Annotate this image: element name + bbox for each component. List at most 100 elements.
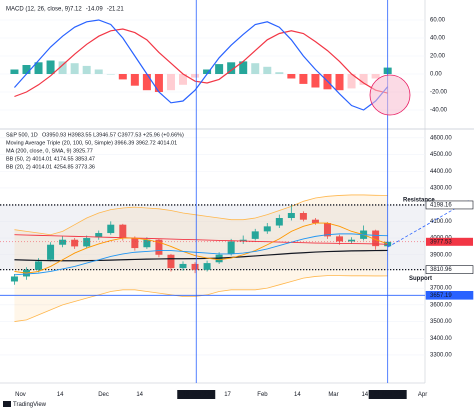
histogram-bar — [299, 74, 308, 84]
histogram-bar — [347, 74, 356, 89]
moving-average — [14, 249, 388, 262]
histogram-bar — [191, 74, 200, 78]
candle-body — [143, 239, 151, 248]
histogram-value: 7.12 — [70, 7, 82, 13]
x-tick-label: 14 — [57, 392, 64, 398]
candle-body — [251, 231, 259, 239]
x-tick-label: 16 Jan '23 — [182, 392, 210, 398]
x-tick-highlight — [177, 390, 216, 399]
histogram-bar — [70, 63, 79, 74]
candle-body — [35, 261, 43, 270]
moving-average — [14, 233, 388, 276]
candle-body — [239, 239, 247, 242]
level-name: Resistance — [403, 198, 435, 204]
candle-body — [71, 239, 79, 247]
legend-entry: BB (20, 2) 4014.01 4254.85 3773.36 — [6, 164, 95, 170]
candle-body — [348, 239, 356, 242]
histogram-bar — [359, 74, 368, 85]
candle-body — [336, 236, 344, 242]
histogram-bar — [166, 74, 175, 91]
y-tick-label: 3600.00 — [430, 302, 452, 308]
band-upper — [14, 194, 388, 236]
macd-line — [14, 19, 389, 111]
x-tick-label: 14 — [294, 392, 301, 398]
candle-body — [323, 223, 331, 237]
candle-body — [179, 263, 187, 269]
last-price-label: 3977.53 — [430, 239, 452, 245]
moving-average — [14, 222, 388, 274]
highlight-circle — [369, 74, 411, 116]
macd-value: -14.09 — [86, 7, 104, 13]
histogram-bar — [335, 74, 344, 91]
candle-body — [119, 224, 127, 239]
x-tick-label: 21 Mar '23 — [374, 392, 403, 398]
histogram-bar — [203, 69, 212, 74]
legend-entry: Moving Average Triple (20, 100, 50, Simp… — [6, 140, 177, 146]
last-price-tag — [426, 237, 473, 246]
y-tick-label: 3700.00 — [430, 286, 452, 292]
y-tick-label: 3900.00 — [430, 252, 452, 258]
y-tick-label: 3400.00 — [430, 336, 452, 342]
logo-icon — [3, 401, 11, 407]
histogram-bar — [263, 66, 272, 74]
legend-entry: MA (200, close, 0, SMA, 9) 3925.77 — [6, 148, 93, 154]
histogram-bar — [130, 74, 139, 86]
x-tick-label: 14 — [361, 392, 368, 398]
histogram-bar — [106, 74, 115, 75]
candle-body — [227, 241, 235, 254]
y-tick-label: 4300.00 — [430, 186, 452, 192]
level-name: Support — [409, 276, 432, 282]
x-tick-label: Mar — [328, 392, 338, 398]
level-tag — [425, 265, 474, 274]
histogram-bar — [118, 74, 127, 80]
price-title: S&P 500, 1D — [6, 132, 38, 138]
y-tick-label: 60.00 — [430, 18, 446, 24]
candle-body — [83, 238, 91, 247]
histogram-bar — [94, 69, 103, 74]
candle-body — [167, 254, 175, 269]
candle-body — [299, 212, 307, 220]
y-tick-label: -40.00 — [430, 108, 448, 114]
histogram-bar — [22, 65, 31, 74]
y-tick-label: 3500.00 — [430, 319, 452, 325]
macd-title: MACD (12, 26, close, 9) — [6, 7, 70, 13]
candle-body — [203, 263, 211, 270]
candle-body — [95, 233, 103, 238]
moving-average — [14, 234, 388, 245]
projection-line — [387, 199, 471, 248]
histogram-bar — [215, 64, 224, 74]
x-tick-label: 17 — [224, 392, 231, 398]
histogram-bar — [239, 61, 248, 74]
candle-body — [10, 276, 18, 282]
x-tick-label: Apr — [418, 392, 427, 398]
level-tag — [425, 200, 474, 210]
level-tag-label: 3810.96 — [430, 267, 452, 273]
y-tick-label: 4400.00 — [430, 169, 452, 175]
candle-body — [131, 238, 139, 249]
histogram-bar — [227, 62, 236, 74]
x-tick-label: Feb — [257, 392, 268, 398]
candle-body — [263, 226, 271, 232]
y-tick-label: 40.00 — [430, 36, 446, 42]
candle-body — [191, 263, 199, 270]
candle-body — [287, 212, 295, 219]
label-layer: 60.00 40.00 20.00 0.00 -20.00 -40.00 4600.00 45… — [15, 18, 474, 399]
y-tick-label: 4600.00 — [430, 135, 452, 141]
histogram-bar — [287, 74, 296, 79]
footer: TradingView — [13, 402, 47, 408]
x-tick-label: Nov — [15, 392, 26, 398]
histogram-bar — [82, 65, 91, 74]
y-tick-label: 3300.00 — [430, 353, 452, 359]
candle-body — [372, 230, 380, 247]
histogram-bar — [311, 74, 320, 88]
histogram-bar — [154, 74, 163, 92]
level-tag — [425, 290, 474, 300]
x-tick-label: 14 — [136, 392, 143, 398]
y-tick-label: 4100.00 — [430, 219, 452, 225]
plot-layer — [0, 0, 425, 383]
y-tick-label: 20.00 — [430, 54, 446, 60]
candle-body — [59, 239, 67, 245]
histogram-bar — [142, 74, 151, 91]
